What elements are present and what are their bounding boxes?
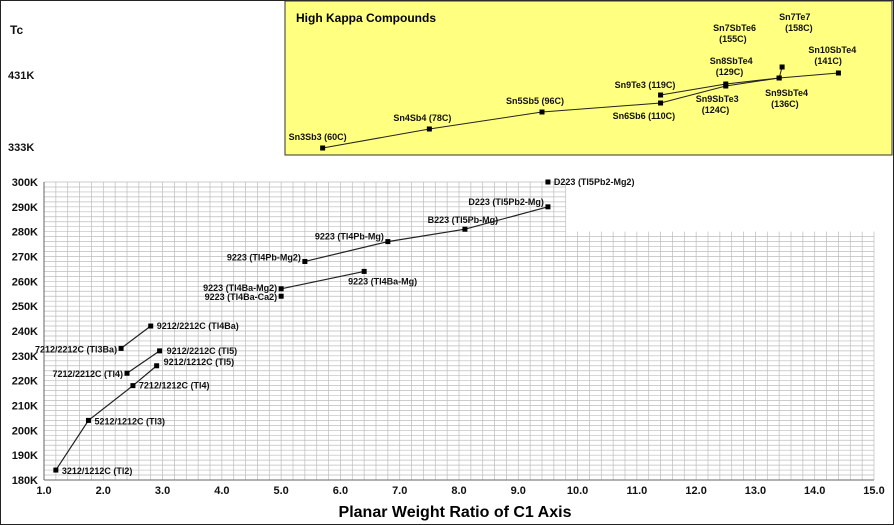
inset-data-point — [426, 126, 432, 132]
data-point — [278, 293, 284, 299]
x-tick-label: 5.0 — [273, 485, 288, 497]
data-label: 7212/2212C (Tl3Ba) — [35, 344, 117, 354]
y-tick-label: 280K — [12, 227, 38, 239]
series-line-5 — [304, 206, 549, 263]
y-tick-label: 270K — [12, 252, 38, 264]
inset-title: High Kappa Compounds — [296, 11, 436, 25]
data-point — [85, 417, 91, 423]
inset-data-point — [320, 145, 326, 151]
data-label: 5212/1212C (Tl3) — [94, 416, 165, 426]
data-label: 9212/2212C (Tl5) — [167, 346, 238, 356]
x-tick-label: 4.0 — [214, 485, 229, 497]
data-point — [154, 363, 160, 369]
data-label: D223 (Tl5Pb2-Mg) — [468, 197, 544, 207]
y-tick-label: 240K — [12, 326, 38, 338]
data-point — [124, 370, 130, 376]
inset-data-label: Sn9SbTe4 (136C) — [765, 88, 808, 109]
y-tick-label: 230K — [12, 351, 38, 363]
inset-data-point — [658, 100, 664, 106]
y-axis-label: Tc — [10, 23, 23, 37]
data-point — [545, 204, 551, 210]
data-label: 7212/2212C (Tl4) — [52, 369, 123, 379]
data-point — [118, 345, 124, 351]
data-label: 9223 (Tl4Ba-Mg2) — [203, 283, 277, 293]
x-tick-label: 9.0 — [511, 485, 526, 497]
data-label: 3212/1212C (Tl2) — [62, 466, 133, 476]
y-tick-label: 260K — [12, 276, 38, 288]
inset-data-point — [658, 92, 664, 98]
data-point — [53, 467, 59, 473]
data-point — [278, 286, 284, 292]
inset-data-label: Sn6Sb6 (110C) — [613, 111, 676, 121]
data-point — [361, 268, 367, 274]
upper-tick-431: 431K — [8, 70, 34, 82]
series-line-2 — [120, 325, 152, 349]
data-label: 9223 (Tl4Pb-Mg2) — [227, 252, 301, 262]
data-point — [148, 323, 154, 329]
y-tick-label: 300K — [12, 177, 38, 189]
x-tick-label: 3.0 — [155, 485, 170, 497]
y-tick-label: 220K — [12, 376, 38, 388]
x-tick-label: 8.0 — [451, 485, 466, 497]
x-tick-label: 14.0 — [804, 485, 825, 497]
inset-data-label: Sn8SbTe4 (129C) — [710, 56, 753, 77]
data-label: D223 (Tl5Pb2-Mg2) — [554, 177, 635, 187]
data-point — [157, 348, 163, 354]
y-tick-label: 190K — [12, 450, 38, 462]
data-point — [385, 239, 391, 245]
x-tick-label: 1.0 — [36, 485, 51, 497]
data-label: 7212/1212C (Tl4) — [139, 381, 210, 391]
inset-data-point — [539, 109, 545, 115]
y-tick-label: 180K — [12, 475, 38, 487]
data-label: 9223 (Tl4Ba-Ca2) — [205, 292, 278, 302]
inset-data-label: Sn10SbTe4 (141C) — [808, 45, 856, 66]
x-tick-label: 10.0 — [567, 485, 588, 497]
x-axis-label: Planar Weight Ratio of C1 Axis — [339, 504, 572, 521]
inset-data-point — [776, 75, 782, 81]
inset-data-point — [723, 81, 729, 87]
x-tick-label: 15.0 — [863, 485, 884, 497]
y-tick-label: 210K — [12, 401, 38, 413]
x-tick-label: 6.0 — [333, 485, 348, 497]
data-point — [302, 258, 308, 264]
x-tick-label: 13.0 — [745, 485, 766, 497]
inset-data-point — [779, 64, 785, 70]
inset-data-label: Sn7SbTe6 (155C) — [713, 23, 756, 44]
data-label: B223 (Tl5Pb-Mg) — [428, 215, 499, 225]
upper-tick-333: 333K — [8, 142, 34, 154]
y-tick-label: 290K — [12, 202, 38, 214]
data-point — [545, 179, 551, 185]
inset-data-label: Sn5Sb5 (96C) — [506, 96, 564, 106]
inset-data-point — [835, 70, 841, 76]
inset-data-label: Sn7Te7 (158C) — [779, 12, 813, 33]
data-label: 9212/1212C (Tl5) — [164, 357, 235, 367]
x-tick-label: 7.0 — [392, 485, 407, 497]
inset-series-line-1 — [660, 66, 783, 96]
x-tick-label: 12.0 — [685, 485, 706, 497]
inset-data-label: Sn9SbTe3 (124C) — [696, 94, 739, 115]
data-label: 9212/2212C (Tl4Ba) — [157, 321, 239, 331]
inset-data-label: Sn4Sb4 (78C) — [393, 113, 451, 123]
x-tick-label: 2.0 — [96, 485, 111, 497]
inset-data-label: Sn9Te3 (119C) — [615, 80, 676, 90]
y-tick-label: 200K — [12, 425, 38, 437]
data-point — [462, 226, 468, 232]
data-point — [130, 383, 136, 389]
series-line-4 — [281, 270, 365, 290]
data-label: 9223 (Tl4Pb-Mg) — [315, 232, 384, 242]
inset-data-label: Sn3Sb3 (60C) — [289, 132, 347, 142]
y-tick-label: 250K — [12, 301, 38, 313]
series-line-1 — [126, 350, 160, 374]
series-line-0 — [55, 365, 158, 471]
data-label: 9223 (Tl4Ba-Mg) — [348, 276, 417, 286]
inset-background — [284, 0, 893, 156]
x-tick-label: 11.0 — [626, 485, 647, 497]
